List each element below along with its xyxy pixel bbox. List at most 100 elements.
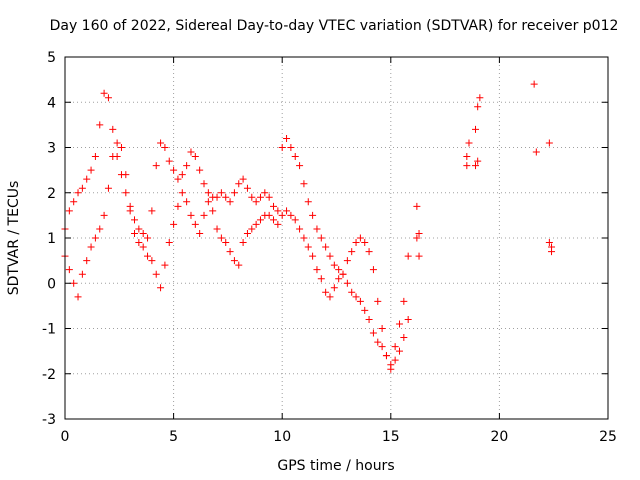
data-point [343, 279, 351, 287]
data-point [65, 207, 73, 215]
data-point [178, 171, 186, 179]
data-point [209, 207, 217, 215]
data-points [61, 80, 556, 373]
data-point [148, 257, 156, 265]
data-point [378, 325, 386, 332]
data-point [361, 306, 369, 314]
data-point [265, 211, 273, 219]
data-point [96, 121, 104, 129]
data-point [165, 157, 173, 165]
data-point [113, 139, 121, 147]
data-point [243, 229, 251, 237]
data-point [248, 193, 256, 201]
data-point [395, 347, 403, 355]
data-point [326, 252, 334, 260]
data-point [400, 297, 408, 305]
data-point [226, 198, 234, 206]
data-point [152, 162, 160, 170]
data-point [100, 211, 108, 219]
data-point [239, 239, 247, 247]
data-point [313, 225, 321, 233]
data-point [187, 211, 195, 219]
data-point [369, 329, 377, 337]
data-point [413, 202, 421, 210]
data-point [122, 189, 130, 197]
data-point [74, 293, 82, 301]
data-point [474, 103, 482, 111]
data-point [109, 125, 117, 133]
data-point [161, 261, 169, 269]
data-point [369, 266, 377, 274]
data-point [374, 338, 382, 346]
data-point [243, 184, 251, 192]
data-point [374, 297, 382, 305]
y-axis-label: SDTVAR / TECUs [6, 181, 22, 296]
data-point [400, 334, 408, 342]
data-point [548, 248, 556, 256]
data-point [104, 184, 112, 192]
data-point [91, 234, 99, 242]
data-point [356, 297, 364, 305]
data-point [248, 225, 256, 233]
data-point [361, 239, 369, 247]
data-point [204, 189, 212, 197]
data-point [304, 243, 312, 251]
data-point [326, 293, 334, 301]
data-point [472, 125, 480, 133]
data-point [391, 356, 399, 364]
data-point [356, 234, 364, 242]
data-point [545, 139, 553, 147]
data-point [87, 243, 95, 251]
data-point [126, 207, 134, 215]
y-tick-label: 5 [47, 50, 56, 66]
data-point [274, 207, 282, 215]
y-tick-label: 3 [47, 141, 56, 157]
data-point [100, 89, 108, 97]
data-point [174, 175, 182, 183]
data-point [170, 220, 178, 228]
data-point [278, 144, 286, 151]
data-point [200, 180, 208, 188]
data-point [131, 229, 139, 237]
data-point [191, 153, 199, 161]
data-point [387, 361, 395, 369]
data-point [348, 248, 356, 256]
data-point [352, 293, 360, 301]
y-tick-label: 4 [47, 95, 56, 111]
data-point [530, 80, 538, 88]
data-point [378, 343, 386, 351]
grid-lines [65, 57, 608, 419]
data-point [135, 225, 143, 233]
data-point [157, 284, 165, 292]
y-tick-label: -1 [42, 322, 56, 338]
data-point [196, 166, 204, 174]
data-point [391, 343, 399, 351]
data-point [472, 162, 480, 170]
data-point [222, 239, 230, 247]
y-tick-label: 2 [47, 186, 56, 202]
data-point [252, 198, 260, 206]
data-point [235, 180, 243, 188]
x-tick-label: 20 [490, 429, 508, 445]
data-point [131, 216, 139, 224]
data-point [335, 266, 343, 274]
data-point [313, 266, 321, 274]
data-point [261, 189, 269, 197]
data-point [70, 198, 78, 206]
data-point [65, 266, 73, 274]
y-tick-label: 1 [47, 231, 56, 247]
data-point [291, 216, 299, 224]
data-point [365, 248, 373, 256]
data-point [309, 252, 317, 260]
data-point [343, 257, 351, 265]
data-point [415, 229, 423, 237]
data-point [196, 229, 204, 237]
data-point [239, 175, 247, 183]
data-point [165, 239, 173, 247]
data-point [463, 153, 471, 161]
data-point [183, 162, 191, 170]
data-point [291, 153, 299, 161]
data-point [74, 189, 82, 197]
data-point [178, 189, 186, 197]
